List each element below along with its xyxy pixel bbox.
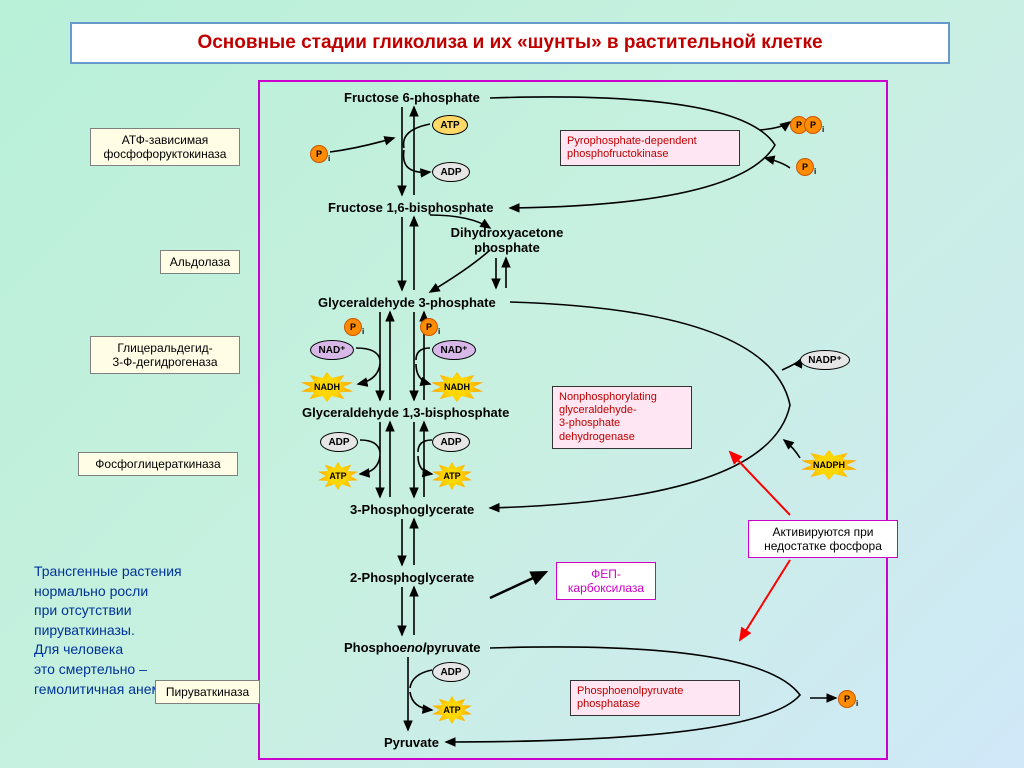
cofactor-pi-3: PPi	[790, 116, 824, 134]
cofactor-ADP-1: ADP	[432, 162, 470, 182]
cofactor-ATP-0: ATP	[432, 115, 468, 135]
footnote-text: Трансгенные растениянормально рослипри о…	[34, 562, 184, 699]
enzyme-label-atp-pfk: АТФ-зависимаяфосфофоруктокиназа	[90, 128, 240, 166]
cofactor-ADP-14: ADP	[432, 432, 470, 452]
cofactor-ADP-13: ADP	[320, 432, 358, 452]
label-fep-carb: ФЕП-карбоксилаза	[556, 562, 656, 600]
enzyme-label-aldolase: Альдолаза	[160, 250, 240, 274]
metabolite-g3p: Glyceraldehyde 3-phosphate	[318, 295, 496, 310]
shunt-enzyme-ppi-pfk: Pyrophosphate-dependentphosphofructokina…	[560, 130, 740, 166]
shunt-enzyme-pep-phos: Phosphoenolpyruvatephosphatase	[570, 680, 740, 716]
cofactor-pi-4: Pi	[796, 158, 816, 176]
metabolite-g13bp: Glyceraldehyde 1,3-bisphosphate	[302, 405, 509, 420]
label-activate: Активируются принедостатке фосфора	[748, 520, 898, 558]
enzyme-label-gapdh: Глицеральдегид-3-Ф-дегидрогеназа	[90, 336, 240, 374]
metabolite-2pg: 2-Phosphoglycerate	[350, 570, 474, 585]
metabolite-f16bp: Fructose 1,6-bisphosphate	[328, 200, 493, 215]
enzyme-label-pk: Пируваткиназа	[155, 680, 260, 704]
cofactor-NADP⁺-11: NADP⁺	[800, 350, 850, 370]
metabolite-f6p: Fructose 6-phosphate	[344, 90, 480, 105]
cofactor-NAD⁺-7: NAD⁺	[310, 340, 354, 360]
metabolite-3pg: 3-Phosphoglycerate	[350, 502, 474, 517]
shunt-enzyme-np-gapdh: Nonphosphorylatingglyceraldehyde-3-phosp…	[552, 386, 692, 449]
cofactor-NAD⁺-8: NAD⁺	[432, 340, 476, 360]
cofactor-pi-5: Pi	[344, 318, 364, 336]
cofactor-ADP-17: ADP	[432, 662, 470, 682]
page-title: Основные стадии гликолиза и их «шунты» в…	[70, 22, 950, 64]
cofactor-pi-19: Pi	[838, 690, 858, 708]
cofactor-pi-6: Pi	[420, 318, 440, 336]
metabolite-pyr: Pyruvate	[384, 735, 439, 750]
metabolite-pep: Phosphoenolpyruvate	[344, 640, 481, 655]
cofactor-pi-2: Pi	[310, 145, 330, 163]
enzyme-label-pgk: Фосфоглицераткиназа	[78, 452, 238, 476]
metabolite-dhap: Dihydroxyacetonephosphate	[432, 225, 582, 255]
